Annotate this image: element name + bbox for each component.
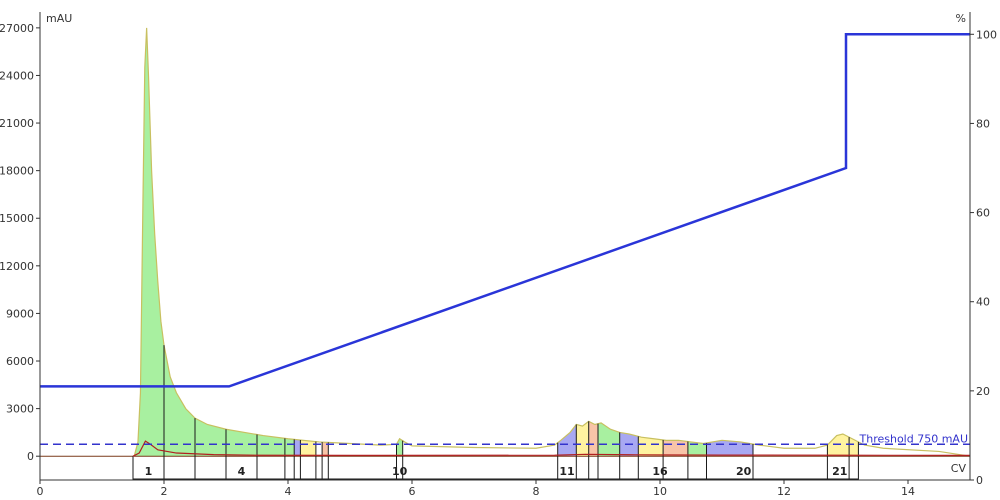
y-left-tick-label-18000: 18000 [0,165,34,178]
fraction-shade-8 [588,27,598,457]
fraction-shade-12 [663,27,688,457]
absorbance-trace [133,27,971,457]
x-tick-label-6: 6 [409,485,416,498]
gradient-layer [40,33,970,388]
fraction-shading-layer [134,27,859,457]
y-axis-right-title: % [956,12,966,25]
fraction-shade-10 [619,27,639,457]
fraction-shade-9 [598,27,620,457]
y-right-tick-label-20: 20 [976,385,990,398]
gradient-line [40,33,970,388]
x-tick-label-2: 2 [161,485,168,498]
fraction-shade-2 [294,27,301,457]
y-right-tick-label-80: 80 [976,117,990,130]
y-left-tick-label-9000: 9000 [6,307,34,320]
fraction-label-20: 20 [736,465,752,478]
threshold-label: Threshold 750 mAU [859,432,969,445]
y-left-tick-label-15000: 15000 [0,212,34,225]
fraction-shade-14 [706,27,753,457]
fraction-label-16: 16 [652,465,668,478]
x-axis-title: CV [951,462,967,475]
y-left-tick-label-0: 0 [27,450,34,463]
y-left-tick-label-27000: 27000 [0,22,34,35]
x-tick-label-0: 0 [37,485,44,498]
x-tick-label-10: 10 [653,485,667,498]
fraction-shade-1 [134,27,295,457]
fraction-shade-7 [576,27,589,457]
fraction-shade-16 [849,27,859,457]
y-right-tick-label-40: 40 [976,296,990,309]
axes-layer: mAU % CV 0300060009000120001500018000210… [0,12,997,498]
y-axis-left-title: mAU [46,12,72,25]
y-left-tick-label-24000: 24000 [0,69,34,82]
fraction-label-layer: 1 4 10 11 16 20 21 [145,465,848,478]
absorbance-layer [40,27,971,457]
secondary-trace [132,440,971,457]
fraction-shade-4 [322,27,329,457]
fraction-shade-5 [396,27,403,457]
y-left-tick-label-12000: 12000 [0,260,34,273]
fraction-label-10: 10 [392,465,408,478]
fraction-label-1: 1 [145,465,153,478]
secondary-trace-layer [132,440,971,457]
x-tick-label-12: 12 [777,485,791,498]
x-tick-label-4: 4 [285,485,292,498]
fraction-label-4: 4 [238,465,246,478]
fraction-label-11: 11 [559,465,574,478]
y-right-tick-label-60: 60 [976,207,990,220]
y-left-tick-label-21000: 21000 [0,117,34,130]
y-right-tick-label-0: 0 [976,474,983,487]
y-left-tick-label-3000: 3000 [6,403,34,416]
fraction-label-21: 21 [832,465,847,478]
fraction-shade-3 [300,27,316,457]
fraction-boundary-layer [132,345,859,480]
x-tick-label-8: 8 [533,485,540,498]
y-left-tick-label-6000: 6000 [6,355,34,368]
fraction-shade-6 [557,27,577,457]
y-right-tick-label-100: 100 [976,28,997,41]
fraction-shade-13 [687,27,707,457]
threshold-layer: Threshold 750 mAU [40,432,970,445]
x-tick-label-14: 14 [901,485,915,498]
